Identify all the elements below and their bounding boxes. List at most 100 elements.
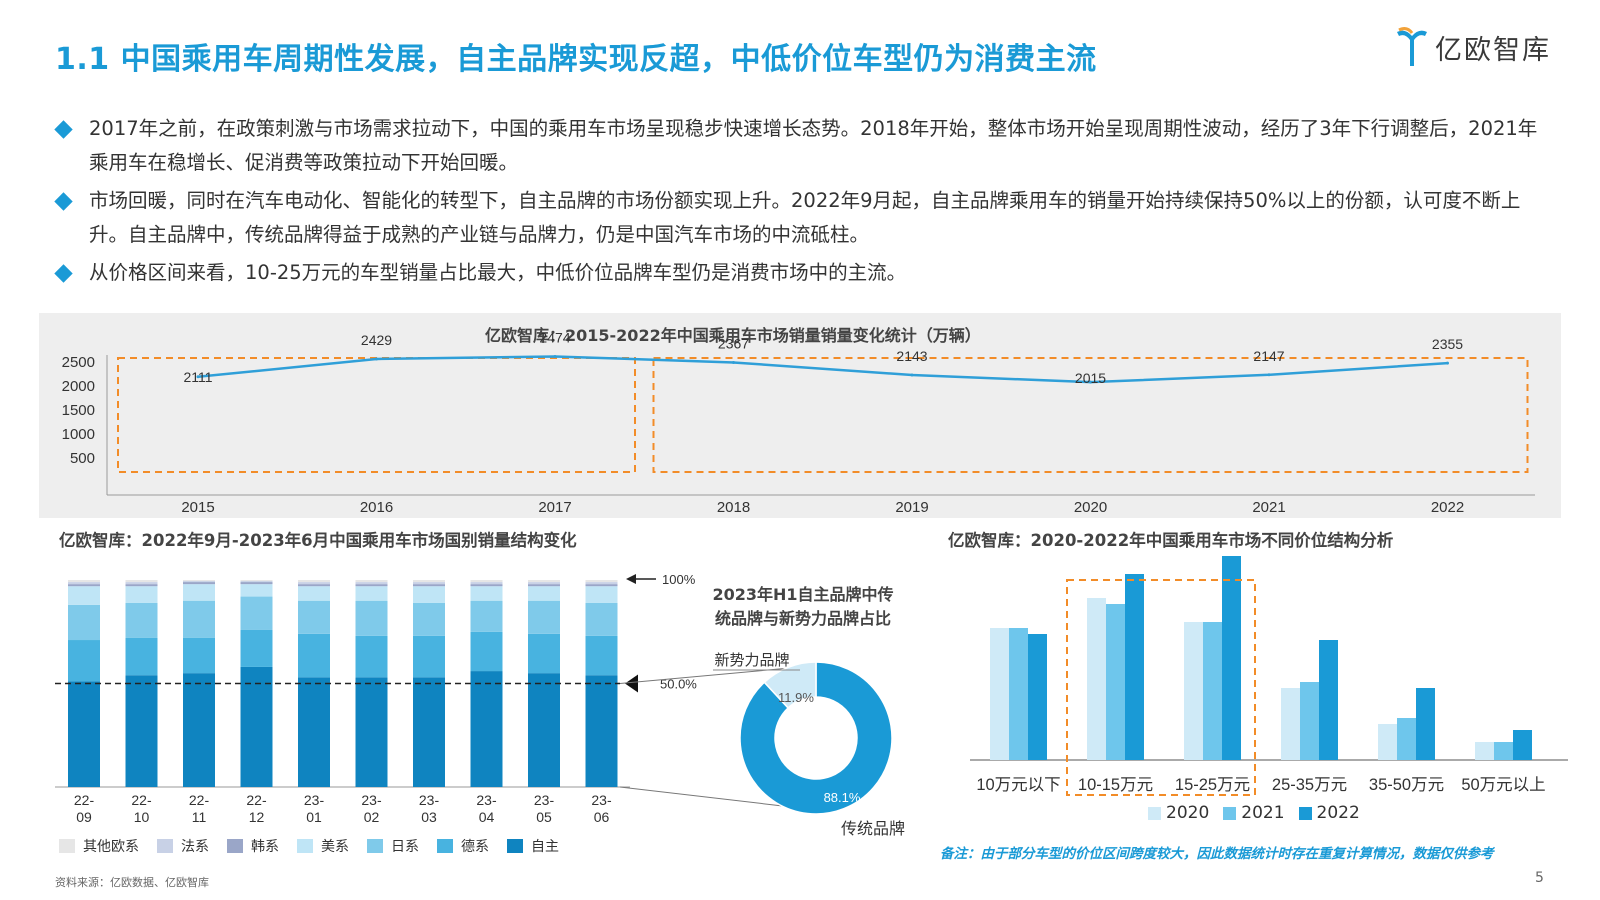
logo-icon [1397,27,1427,67]
bullet-list: 2017年之前，在政策刺激与市场需求拉动下，中国的乘用车市场呈现稳步快速增长态势… [54,112,1550,294]
x-tick-label: 23- [304,792,325,808]
footnote: 备注：由于部分车型的价位区间跨度较大，因此数据统计时存在重复计算情况，数据仅供参… [940,846,1494,862]
x-tick-label: 10-15万元 [1078,776,1153,794]
donut-chart-title: 2023年H1自主品牌中传统品牌与新势力品牌占比 [712,585,894,628]
bar-segment [585,602,618,636]
bar-segment [125,584,158,587]
legend-item: 法系 [157,836,209,856]
price-chart-title: 亿欧智库：2020-2022年中国乘用车市场不同价位结构分析 [948,531,1394,550]
bar-segment [125,580,158,583]
bar-segment [413,677,445,787]
x-tick-label: 22- [131,792,152,808]
bar-segment [470,631,503,672]
x-tick-label: 11 [192,809,207,825]
bar-segment [240,596,273,630]
diamond-bullet-icon [54,264,73,283]
bar-segment [470,600,503,632]
bar-segment [355,635,388,678]
bar-segment [470,584,503,587]
legend-item: 韩系 [227,836,279,856]
bar-segment [240,666,273,787]
bar [1106,604,1125,760]
bar [990,628,1009,760]
triangle-marker-icon [625,674,638,693]
bar [1125,574,1144,760]
slice-name-label: 传统品牌 [841,820,905,838]
legend-label: 2022 [1316,803,1360,823]
annotation-label: 100% [662,572,696,587]
bar-segment [68,640,100,682]
bullet-item: 从价格区间来看，10-25万元的车型销量占比最大，中低价位品牌车型仍是消费市场中… [54,256,1550,290]
x-tick-label: 12 [249,809,265,825]
bar-segment [125,637,158,676]
bar [1378,724,1397,760]
x-tick-label: 23- [534,792,555,808]
bar [1494,742,1513,760]
bar-segment [298,600,330,634]
bar-segment [528,582,560,585]
highlight-box [1066,579,1256,796]
bar-segment [298,633,330,678]
bullet-item: 2017年之前，在政策刺激与市场需求拉动下，中国的乘用车市场呈现稳步快速增长态势… [54,112,1550,180]
x-tick-label: 01 [306,809,322,825]
connector-line [619,786,801,809]
x-tick-label: 10万元以下 [976,776,1060,794]
bar-segment [125,602,158,638]
legend-label: 美系 [321,839,349,855]
diamond-bullet-icon [54,192,73,211]
slice-value-label: 88.1% [824,790,861,805]
legend-label: 德系 [461,839,489,855]
bar-segment [413,580,445,583]
logo-text: 亿欧智库 [1435,34,1551,66]
legend-item: 自主 [507,836,559,856]
bar-segment [183,582,215,585]
x-tick-label: 10 [134,809,150,825]
bar [1397,718,1416,760]
bar-segment [528,580,560,583]
legend-item: 2020 [1148,803,1209,823]
bar-segment [413,582,445,585]
x-tick-label: 23- [419,792,440,808]
bar [1087,598,1106,760]
x-tick-label: 50万元以上 [1461,775,1545,794]
legend-label: 自主 [531,839,559,855]
bar-segment [470,582,503,585]
x-tick-label: 04 [479,809,495,825]
pie-slice [739,661,893,815]
bar [1184,622,1203,760]
bar-segment [68,604,100,641]
bar-segment [298,677,330,787]
x-tick-label: 23- [591,792,612,808]
bar-segment [240,582,273,585]
bar-segment [183,580,215,582]
legend-label: 法系 [181,839,209,855]
stacked-chart-title: 亿欧智库：2022年9月-2023年6月中国乘用车市场国别销量结构变化 [59,531,577,550]
bar-segment [68,681,100,787]
bar-segment [413,586,445,603]
x-tick-label: 22- [189,792,210,808]
bar-segment [298,586,330,601]
bar-segment [585,675,618,787]
bar-segment [68,584,100,587]
bar-segment [355,586,388,601]
bar-segment [68,580,100,583]
legend-label: 2020 [1166,803,1210,823]
bar [1475,742,1494,760]
legend-item: 2022 [1298,803,1360,823]
arrow-left-icon [626,574,636,584]
bar-segment [298,582,330,585]
bar [1416,688,1435,760]
slice-value-label: 11.9% [778,690,814,705]
bar-segment [125,582,158,585]
bar [1300,682,1319,760]
bar-segment [125,586,158,603]
company-logo: 亿欧智库 [1395,26,1551,68]
bar-segment [240,584,273,597]
bar-segment [528,586,560,601]
bar-segment [240,581,273,583]
legend-item: 日系 [367,836,419,856]
bar-segment [585,635,618,676]
connector-line [619,667,791,684]
bar-segment [355,584,388,587]
bar [1513,730,1532,760]
